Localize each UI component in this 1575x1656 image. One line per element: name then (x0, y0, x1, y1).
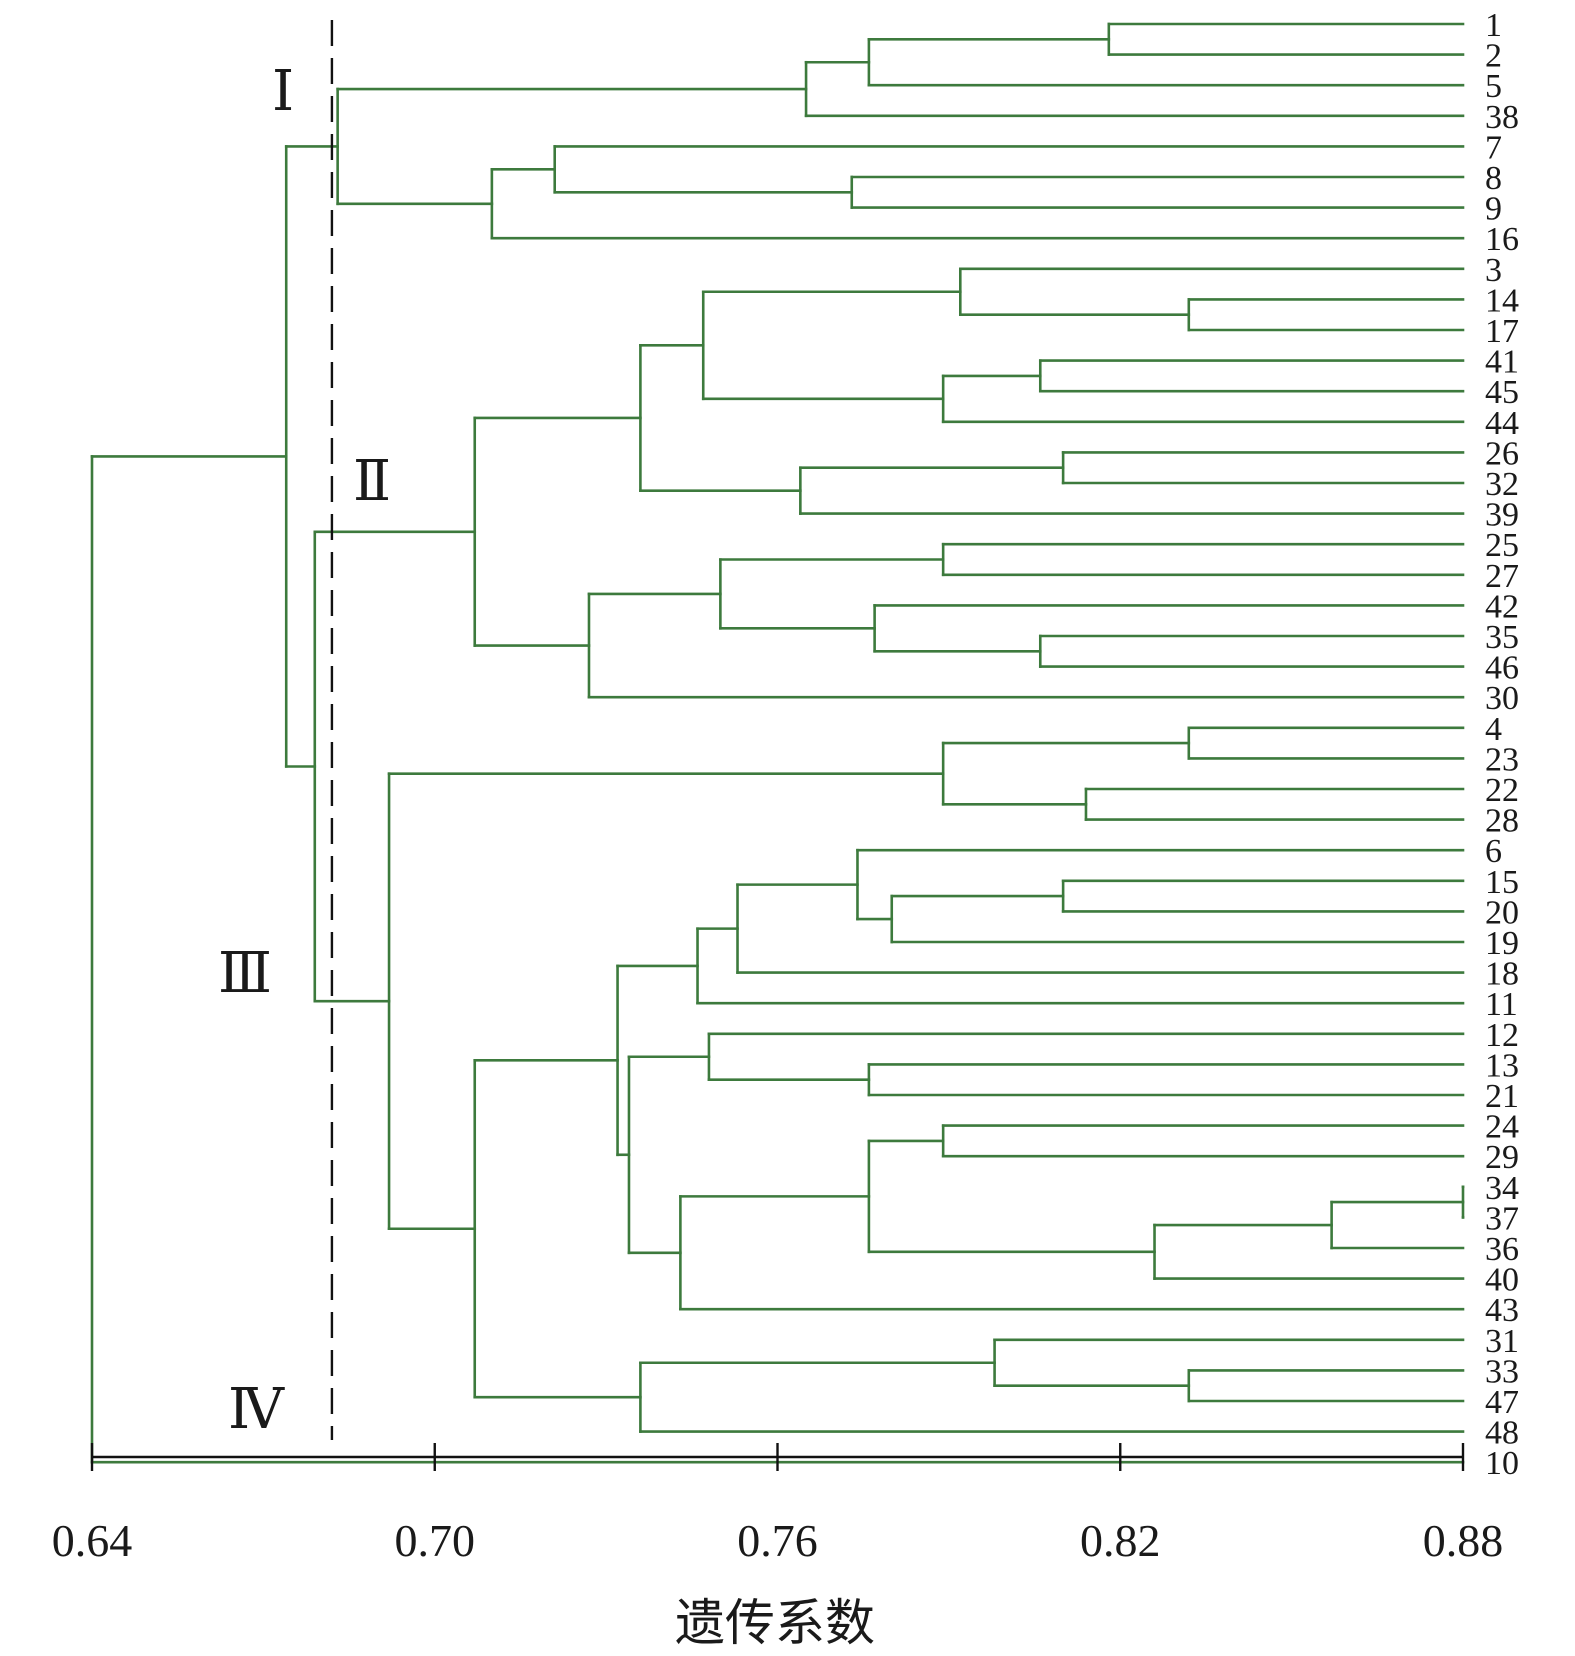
leaf-label-48: 48 (1485, 1415, 1519, 1452)
leaf-label-25: 25 (1485, 527, 1519, 564)
leaf-label-21: 21 (1485, 1078, 1519, 1115)
leaf-label-11: 11 (1485, 986, 1518, 1023)
leaf-label-33: 33 (1485, 1353, 1519, 1390)
leaf-label-8: 8 (1485, 160, 1502, 197)
x-tick-label-1: 0.70 (395, 1515, 476, 1566)
cluster-label-2: Ⅱ (353, 451, 391, 513)
leaf-label-42: 42 (1485, 588, 1519, 625)
leaf-label-44: 44 (1485, 405, 1519, 442)
leaf-label-26: 26 (1485, 435, 1519, 472)
cluster-label-3: Ⅲ (218, 943, 272, 1005)
leaf-label-37: 37 (1485, 1200, 1519, 1237)
leaf-label-13: 13 (1485, 1047, 1519, 1084)
x-axis-title: 遗传系数 (675, 1594, 875, 1652)
leaf-label-20: 20 (1485, 894, 1519, 931)
leaf-label-4: 4 (1485, 711, 1502, 748)
leaf-label-46: 46 (1485, 650, 1519, 687)
leaf-label-22: 22 (1485, 772, 1519, 809)
leaf-label-7: 7 (1485, 129, 1502, 166)
leaf-label-40: 40 (1485, 1262, 1519, 1299)
leaf-label-47: 47 (1485, 1384, 1519, 1421)
dendrogram-branches (90, 22, 1465, 1464)
leaf-label-38: 38 (1485, 99, 1519, 136)
leaf-label-27: 27 (1485, 558, 1519, 595)
leaf-label-2: 2 (1485, 38, 1502, 75)
cluster-labels: Ⅰ Ⅱ Ⅲ Ⅳ (218, 61, 391, 1441)
leaf-label-43: 43 (1485, 1292, 1519, 1329)
leaf-label-9: 9 (1485, 191, 1502, 228)
cluster-label-4: Ⅳ (228, 1379, 285, 1441)
x-tick-label-2: 0.76 (737, 1515, 818, 1566)
x-tick-label-4: 0.88 (1423, 1515, 1504, 1566)
leaf-label-6: 6 (1485, 833, 1502, 870)
cluster-label-1: Ⅰ (272, 61, 294, 123)
leaf-label-14: 14 (1485, 282, 1519, 319)
leaf-label-3: 3 (1485, 252, 1502, 289)
leaf-label-35: 35 (1485, 619, 1519, 656)
leaf-label-34: 34 (1485, 1170, 1519, 1207)
leaf-label-31: 31 (1485, 1323, 1519, 1360)
leaf-label-17: 17 (1485, 313, 1519, 350)
x-tick-label-3: 0.82 (1080, 1515, 1161, 1566)
leaf-label-16: 16 (1485, 221, 1519, 258)
leaf-label-29: 29 (1485, 1139, 1519, 1176)
x-tick-label-0: 0.64 (52, 1515, 133, 1566)
leaf-label-36: 36 (1485, 1231, 1519, 1268)
leaf-label-28: 28 (1485, 803, 1519, 840)
leaf-label-32: 32 (1485, 466, 1519, 503)
leaf-labels: 1253878916314174145442632392527423546304… (1485, 7, 1519, 1482)
leaf-label-24: 24 (1485, 1109, 1519, 1146)
leaf-label-30: 30 (1485, 680, 1519, 717)
leaf-label-39: 39 (1485, 497, 1519, 534)
leaf-label-15: 15 (1485, 864, 1519, 901)
leaf-label-10: 10 (1485, 1445, 1519, 1482)
leaf-label-12: 12 (1485, 1017, 1519, 1054)
x-axis: 0.64 0.70 0.76 0.82 0.88 (52, 1443, 1504, 1566)
leaf-label-18: 18 (1485, 956, 1519, 993)
leaf-label-23: 23 (1485, 741, 1519, 778)
leaf-label-19: 19 (1485, 925, 1519, 962)
leaf-label-45: 45 (1485, 374, 1519, 411)
leaf-label-5: 5 (1485, 68, 1502, 105)
leaf-label-41: 41 (1485, 344, 1519, 381)
leaf-label-1: 1 (1485, 7, 1502, 44)
